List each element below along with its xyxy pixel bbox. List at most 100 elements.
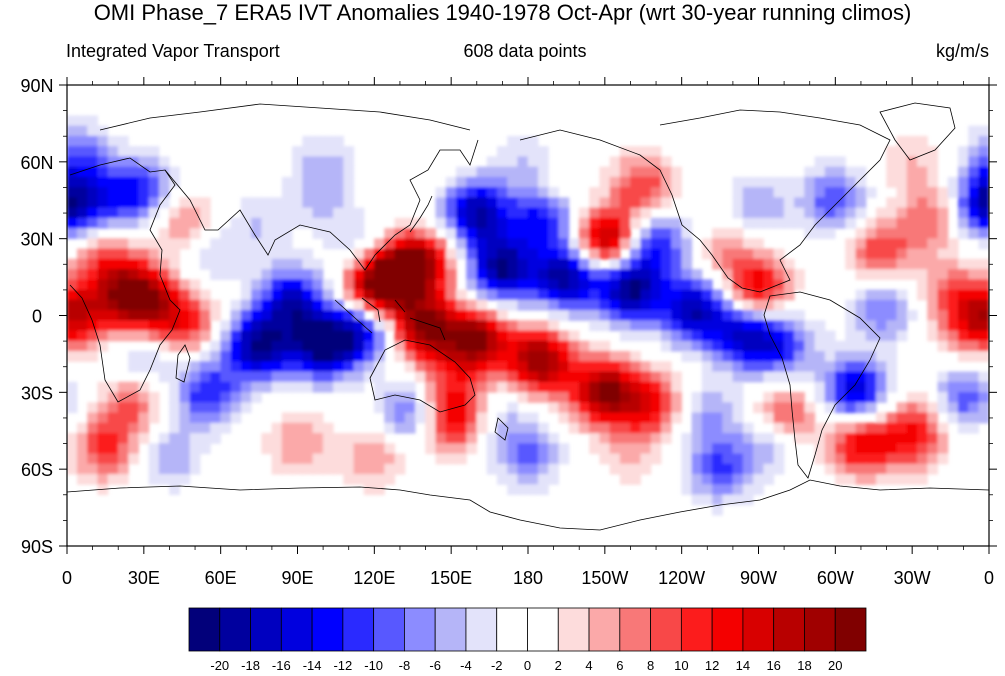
field-cell <box>691 453 703 465</box>
field-cell <box>261 320 273 332</box>
field-cell <box>251 310 262 321</box>
field-cell <box>445 361 457 373</box>
field-cell <box>251 258 262 270</box>
field-cell <box>773 197 785 209</box>
field-cell <box>312 279 324 291</box>
field-cell <box>220 269 232 280</box>
field-cell <box>537 484 549 496</box>
field-cell <box>906 197 918 209</box>
colorbar-box <box>250 607 282 652</box>
field-cell <box>169 238 180 250</box>
field-cell <box>722 412 734 424</box>
field-cell <box>886 422 898 434</box>
field-cell <box>824 453 836 465</box>
field-cell <box>189 433 201 444</box>
field-cell <box>753 197 764 209</box>
field-cell <box>486 176 498 188</box>
field-cell <box>76 299 88 311</box>
field-cell <box>712 371 723 383</box>
field-cell <box>896 146 908 158</box>
colorbar-label: 20 <box>828 658 842 673</box>
field-cell <box>855 463 867 475</box>
field-cell <box>957 392 969 403</box>
field-cell <box>660 217 672 229</box>
field-cell <box>968 187 980 198</box>
field-cell <box>425 402 437 414</box>
field-cell <box>558 381 570 393</box>
field-cell <box>855 187 867 198</box>
field-cell <box>158 443 170 455</box>
field-cell <box>128 351 140 362</box>
field-cell <box>210 351 221 362</box>
field-cell <box>742 453 754 465</box>
field-cell <box>507 238 519 250</box>
field-cell <box>87 433 99 444</box>
colorbar-label: 16 <box>766 658 780 673</box>
field-cell <box>302 443 314 455</box>
field-cell <box>158 289 170 301</box>
field-cell <box>855 422 867 434</box>
field-cell <box>148 443 160 455</box>
field-cell <box>281 453 293 465</box>
field-cell <box>230 320 242 332</box>
field-cell <box>732 361 744 373</box>
field-cell <box>445 433 457 444</box>
field-cell <box>312 371 324 383</box>
field-cell <box>886 433 898 444</box>
field-cell <box>445 176 457 188</box>
field-cell <box>210 248 221 260</box>
field-cell <box>455 330 467 342</box>
field-cell <box>271 279 283 291</box>
field-cell <box>292 381 303 393</box>
field-cell <box>968 197 980 209</box>
field-cell <box>609 156 621 168</box>
field-cell <box>425 381 437 393</box>
field-cell <box>138 361 150 373</box>
field-cell <box>814 228 826 239</box>
field-cell <box>865 422 877 434</box>
field-cell <box>650 258 662 270</box>
field-cell <box>916 422 928 434</box>
field-cell <box>599 422 611 434</box>
field-cell <box>292 422 303 434</box>
field-cell <box>855 453 867 465</box>
field-cell <box>302 351 314 362</box>
field-cell <box>957 146 969 158</box>
field-cell <box>630 402 641 414</box>
field-cell <box>507 463 519 475</box>
field-cell <box>701 340 713 352</box>
field-cell <box>117 412 129 424</box>
field-cell <box>445 340 457 352</box>
field-cell <box>292 187 303 198</box>
field-cell <box>650 402 662 414</box>
field-cell <box>794 433 805 444</box>
field-cell <box>876 310 887 321</box>
field-cell <box>507 207 519 219</box>
field-cell <box>445 422 457 434</box>
field-cell <box>937 453 949 465</box>
field-cell <box>681 340 693 352</box>
field-cell <box>630 166 641 178</box>
field-cell <box>906 228 918 239</box>
colorbar-label: 8 <box>647 658 654 673</box>
field-cell <box>496 340 508 352</box>
field-cell <box>568 381 580 393</box>
field-cell <box>507 371 519 383</box>
field-cell <box>107 422 119 434</box>
field-cell <box>630 371 641 383</box>
field-cell <box>87 156 99 168</box>
field-cell <box>353 279 365 291</box>
field-cell <box>97 453 109 465</box>
field-cell <box>117 422 129 434</box>
field-cell <box>916 166 928 178</box>
field-cell <box>937 248 949 260</box>
field-cell <box>927 299 939 311</box>
field-cell <box>763 330 775 342</box>
field-cell <box>292 166 303 178</box>
field-cell <box>158 228 170 239</box>
field-cell <box>671 392 682 403</box>
field-cell <box>312 197 324 209</box>
field-cell <box>117 299 129 311</box>
field-cell <box>722 320 734 332</box>
field-cell <box>558 340 570 352</box>
